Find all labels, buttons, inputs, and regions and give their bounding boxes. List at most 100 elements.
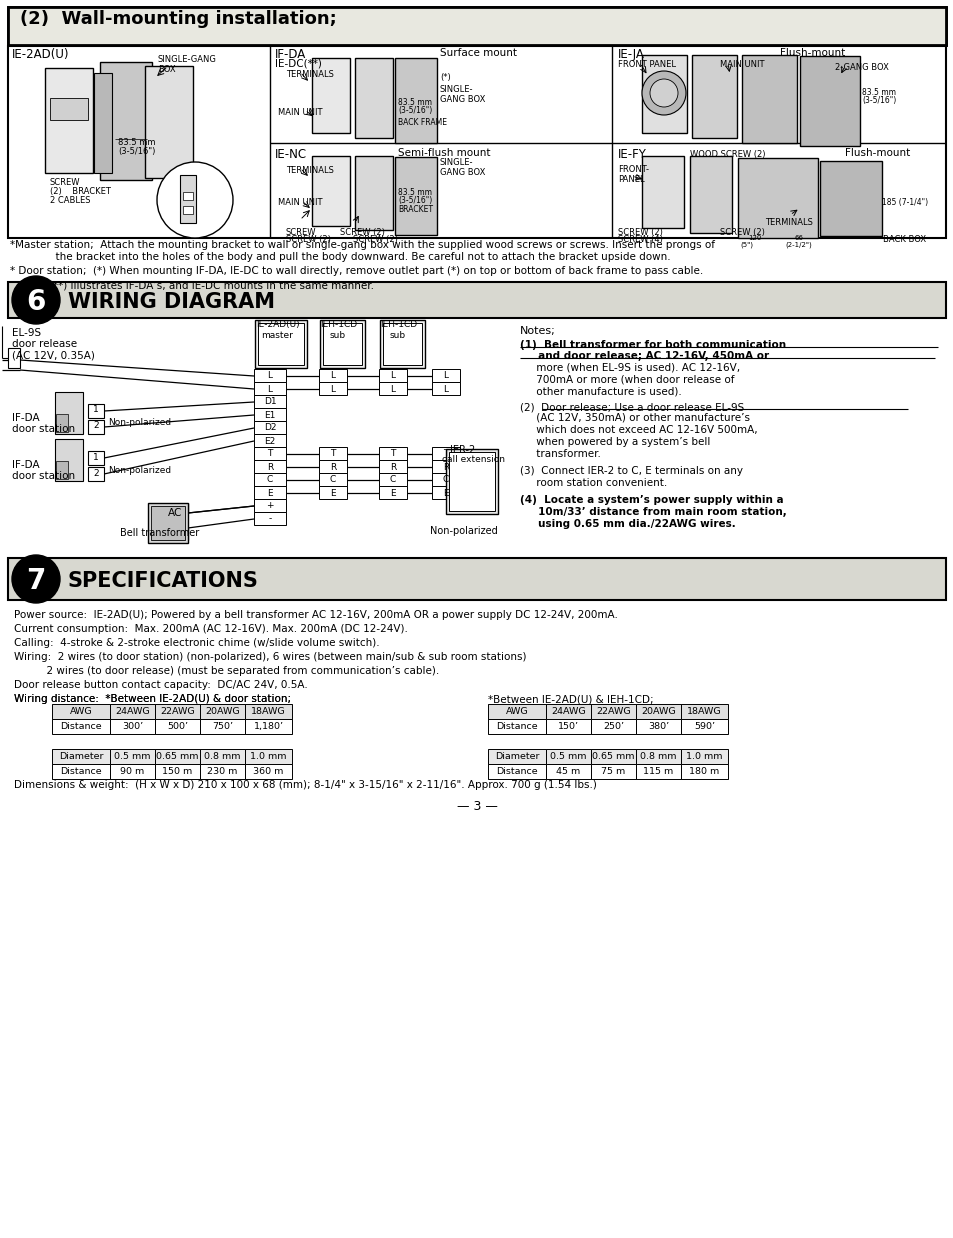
Bar: [432, 487, 459, 499]
Bar: [689, 156, 731, 233]
Text: (AC 12V, 0.35A): (AC 12V, 0.35A): [12, 350, 94, 360]
Bar: [8, 558, 945, 600]
Text: Non-polarized: Non-polarized: [430, 526, 497, 536]
Bar: [738, 158, 817, 238]
Text: 0.5 mm: 0.5 mm: [550, 751, 586, 761]
Bar: [56, 413, 68, 432]
Bar: [245, 704, 292, 719]
Text: IE-JA: IE-JA: [618, 48, 644, 61]
Text: IE-DC(**): IE-DC(**): [274, 58, 321, 68]
Text: C: C: [390, 475, 395, 484]
Bar: [446, 449, 497, 514]
Bar: [151, 506, 185, 540]
Text: R: R: [390, 463, 395, 472]
Bar: [110, 704, 154, 719]
Text: SCREW (2): SCREW (2): [720, 228, 764, 236]
Bar: [395, 58, 436, 144]
Bar: [88, 467, 104, 482]
Bar: [253, 461, 286, 473]
Text: IE-NC: IE-NC: [274, 149, 307, 161]
Text: 20AWG: 20AWG: [205, 707, 239, 716]
Bar: [88, 451, 104, 465]
Text: Wiring distance:  *Between IE-2AD(U) & door station;: Wiring distance: *Between IE-2AD(U) & do…: [14, 695, 291, 704]
Bar: [180, 175, 195, 223]
Text: *Master station;  Attach the mounting bracket to wall or single-gang box with th: *Master station; Attach the mounting bra…: [10, 240, 714, 250]
Text: C: C: [330, 475, 335, 484]
Text: +: +: [266, 501, 274, 510]
Text: SINGLE-GANG: SINGLE-GANG: [158, 54, 216, 64]
Text: Non-polarized: Non-polarized: [108, 465, 171, 475]
Text: 1: 1: [93, 406, 99, 415]
Bar: [378, 447, 407, 461]
Bar: [680, 764, 727, 779]
Text: D1: D1: [263, 397, 276, 406]
Text: room station convenient.: room station convenient.: [519, 478, 666, 488]
Bar: [800, 56, 859, 146]
Text: and door release; AC 12-16V, 450mA or: and door release; AC 12-16V, 450mA or: [519, 352, 768, 361]
Bar: [318, 383, 347, 395]
Bar: [253, 435, 286, 447]
Text: Dimensions & weight:  (H x W x D) 210 x 100 x 68 (mm); 8-1/4" x 3-15/16" x 2-11/: Dimensions & weight: (H x W x D) 210 x 1…: [14, 780, 597, 790]
Text: 750’: 750’: [212, 722, 233, 730]
Bar: [154, 704, 200, 719]
Text: WOOD SCREW (2): WOOD SCREW (2): [689, 150, 764, 158]
Bar: [56, 461, 68, 479]
Bar: [488, 764, 545, 779]
Bar: [253, 499, 286, 513]
Text: 2: 2: [93, 468, 99, 478]
Text: L: L: [443, 371, 448, 380]
Text: IE-FY: IE-FY: [618, 149, 646, 161]
Text: 83.5 mm: 83.5 mm: [397, 188, 432, 197]
Text: FRONT-: FRONT-: [618, 165, 648, 175]
Text: call extension: call extension: [441, 456, 504, 464]
Text: 10m/33’ distance from main room station,: 10m/33’ distance from main room station,: [519, 508, 786, 517]
Text: transformer.: transformer.: [519, 449, 600, 459]
Text: Distance: Distance: [496, 768, 537, 776]
Text: (2)  Wall-mounting installation;: (2) Wall-mounting installation;: [20, 10, 336, 28]
Bar: [253, 487, 286, 499]
Text: 1.0 mm: 1.0 mm: [250, 751, 287, 761]
Bar: [245, 719, 292, 734]
Bar: [636, 719, 680, 734]
Text: 180 m: 180 m: [689, 768, 719, 776]
Text: (3-5/16"): (3-5/16"): [862, 97, 895, 105]
Text: R: R: [442, 463, 449, 472]
Text: master: master: [261, 331, 293, 340]
Text: BACK FRAME: BACK FRAME: [397, 118, 447, 128]
Text: the bracket into the holes of the body and pull the body downward. Be careful no: the bracket into the holes of the body a…: [10, 253, 670, 262]
Text: BOX: BOX: [158, 66, 175, 74]
Text: sub: sub: [330, 331, 346, 340]
Bar: [45, 68, 92, 173]
Text: SCREW: SCREW: [50, 178, 80, 187]
Text: 700mA or more (when door release of: 700mA or more (when door release of: [519, 374, 734, 384]
Circle shape: [12, 276, 60, 324]
Bar: [253, 421, 286, 435]
Text: *Between IE-2AD(U) & IEH-1CD;: *Between IE-2AD(U) & IEH-1CD;: [488, 695, 653, 704]
Text: E: E: [267, 489, 273, 498]
Text: 6: 6: [27, 288, 46, 316]
Text: AC: AC: [168, 508, 182, 517]
Bar: [680, 749, 727, 764]
Text: TERMINALS: TERMINALS: [286, 166, 334, 175]
Bar: [200, 704, 245, 719]
Text: 150 m: 150 m: [162, 768, 193, 776]
Text: L: L: [267, 371, 273, 380]
Bar: [94, 73, 112, 173]
Text: GANG BOX: GANG BOX: [439, 168, 485, 177]
Text: 83.5 mm: 83.5 mm: [862, 88, 895, 97]
Text: 90 m: 90 m: [120, 768, 145, 776]
Text: E1: E1: [264, 411, 275, 420]
Text: 0.8 mm: 0.8 mm: [639, 751, 676, 761]
Text: other manufacture is used).: other manufacture is used).: [519, 386, 681, 396]
Bar: [355, 156, 393, 230]
Text: BRACKET: BRACKET: [397, 206, 433, 214]
Text: 380’: 380’: [647, 722, 668, 730]
Bar: [641, 156, 683, 228]
Text: 7: 7: [27, 567, 46, 595]
Text: (**) Illustrates IF-DA’s, and IE-DC mounts in the same manner.: (**) Illustrates IF-DA’s, and IE-DC moun…: [10, 280, 374, 290]
Text: (4)  Locate a system’s power supply within a: (4) Locate a system’s power supply withi…: [519, 495, 782, 505]
Text: (2)    BRACKET: (2) BRACKET: [50, 187, 111, 196]
Bar: [636, 764, 680, 779]
Text: Power source:  IE-2AD(U); Powered by a bell transformer AC 12-16V, 200mA OR a po: Power source: IE-2AD(U); Powered by a be…: [14, 610, 618, 620]
Bar: [318, 461, 347, 473]
